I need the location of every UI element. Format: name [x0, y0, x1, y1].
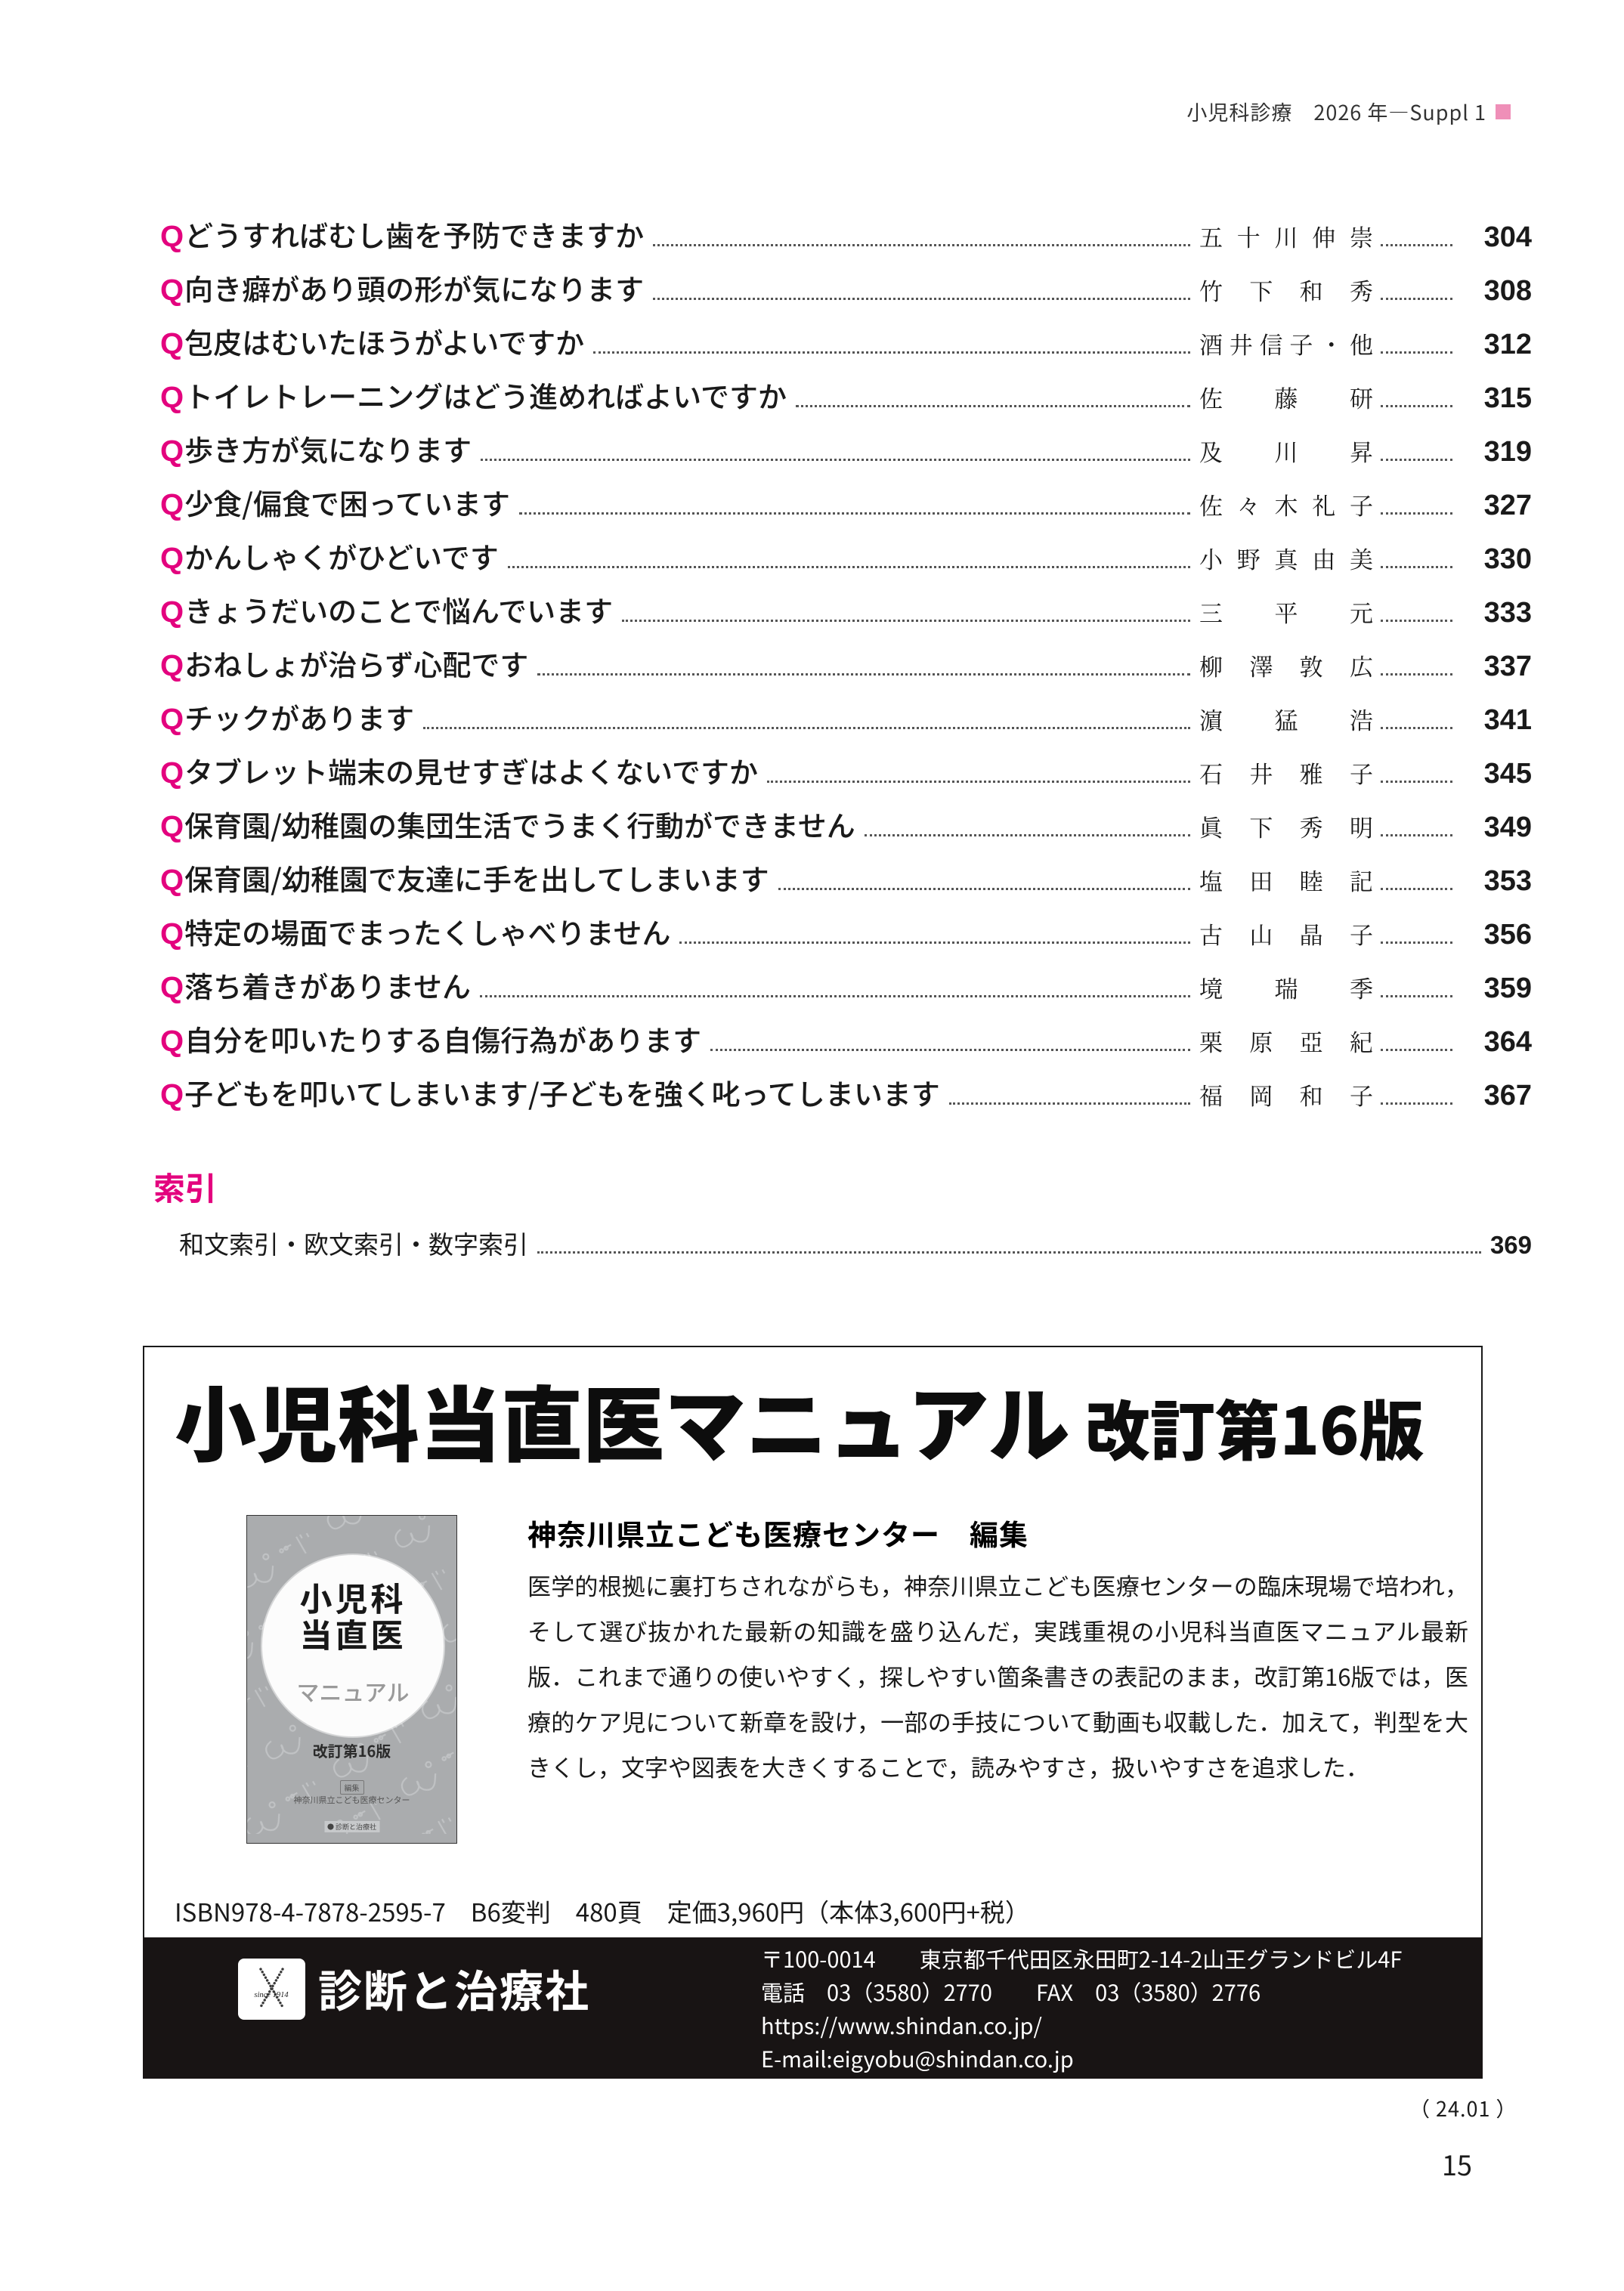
svg-text:since 1914: since 1914 — [254, 1991, 289, 1999]
